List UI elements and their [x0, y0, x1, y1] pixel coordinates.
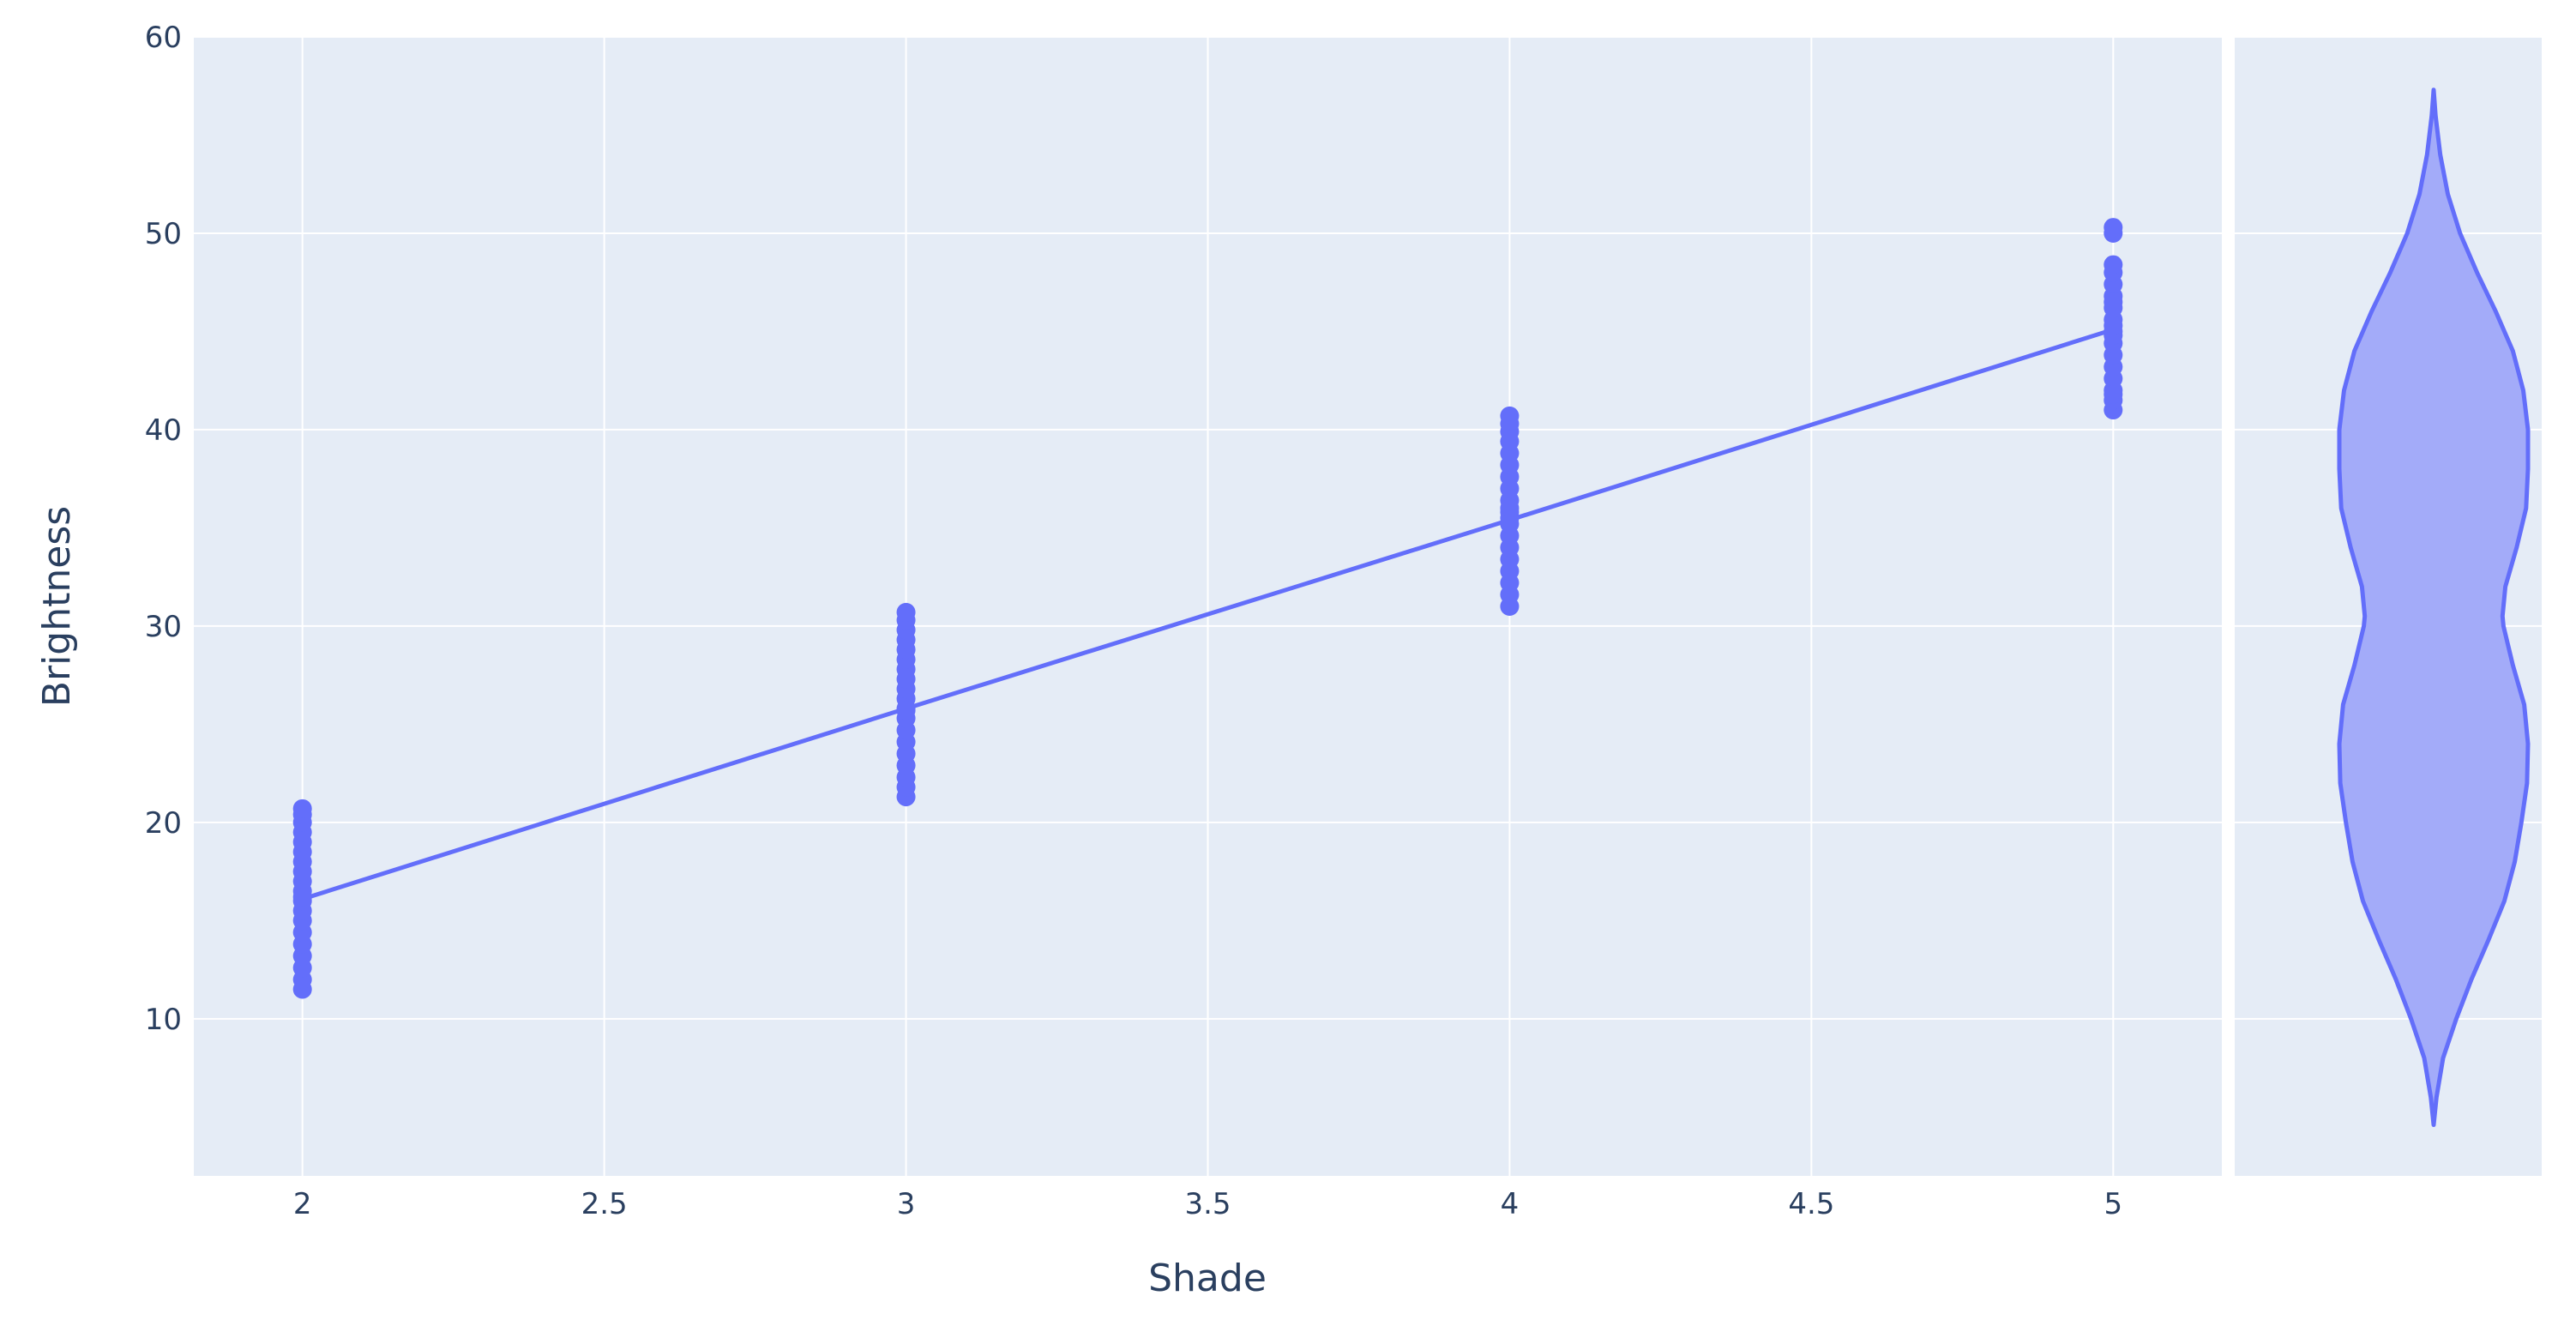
y-axis-title: Brightness — [35, 506, 79, 707]
x-tick-label: 2.5 — [581, 1187, 628, 1221]
x-tick-label: 4.5 — [1788, 1187, 1834, 1221]
violin-layer — [2337, 87, 2531, 1127]
y-tick-label: 10 — [145, 1003, 182, 1037]
scatter-point — [2104, 255, 2123, 274]
trend-line-layer — [301, 327, 2115, 901]
x-axis-title: Shade — [1148, 1257, 1267, 1300]
violin-shape — [2337, 87, 2531, 1127]
trend-line — [301, 327, 2115, 901]
scatter-point — [2104, 316, 2123, 335]
gridlines — [194, 36, 2542, 1176]
x-tick-label: 4 — [1501, 1187, 1520, 1221]
scatter-point — [1500, 406, 1520, 425]
x-tick-label: 3.5 — [1184, 1187, 1231, 1221]
y-tick-label: 30 — [145, 610, 182, 644]
y-axis-ticks: 10 20 30 40 50 60 — [145, 21, 182, 1037]
scatter-point — [1500, 498, 1520, 518]
y-tick-label: 50 — [145, 217, 182, 251]
y-tick-label: 60 — [145, 21, 182, 55]
y-tick-label: 40 — [145, 413, 182, 448]
scatter-point — [896, 602, 916, 622]
scatter-point — [2104, 384, 2123, 404]
scatter-point — [292, 887, 312, 907]
scatter-point — [896, 701, 916, 720]
y-tick-label: 20 — [145, 806, 182, 841]
scatter-point — [292, 799, 312, 818]
x-tick-label: 5 — [2104, 1187, 2122, 1221]
x-tick-label: 2 — [293, 1187, 312, 1221]
x-axis-ticks: 2 2.5 3 3.5 4 4.5 5 — [293, 1187, 2122, 1221]
x-tick-label: 3 — [897, 1187, 916, 1221]
scatter-points — [292, 218, 2123, 999]
scatter-point — [2104, 292, 2123, 312]
scatter-point — [2104, 218, 2123, 238]
